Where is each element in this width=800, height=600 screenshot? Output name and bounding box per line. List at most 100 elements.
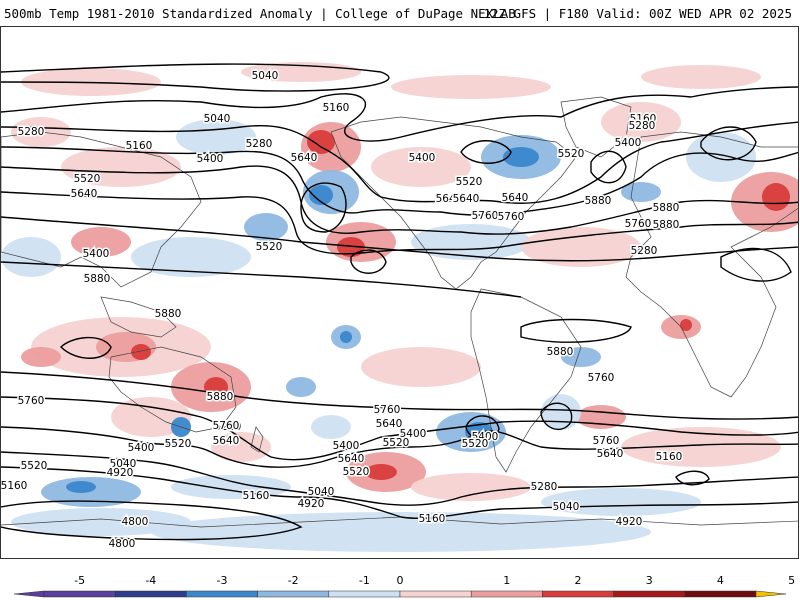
anomaly-region: [244, 213, 288, 241]
contour-label: 5160: [656, 451, 683, 463]
colorbar-tick-label: 3: [646, 574, 653, 587]
contour-label: 5760: [472, 210, 499, 222]
anomaly-region: [680, 319, 692, 331]
colorbar-tick-label: 0: [397, 574, 404, 587]
map-panel: 5040 5160 5040 5280 5160 5400 5520 5640 5280 5640…: [0, 26, 799, 559]
anomaly-region: [309, 185, 333, 205]
anomaly-region: [561, 347, 601, 367]
anomaly-region: [61, 147, 181, 187]
contour-label: 5520: [383, 437, 410, 449]
anomaly-region: [211, 432, 271, 462]
anomaly-region: [307, 130, 335, 154]
contour-label: 5640: [213, 435, 240, 447]
contour-label: 5280: [18, 126, 45, 138]
contour-label: 5280: [629, 120, 656, 132]
anomaly-region: [286, 377, 316, 397]
anomaly-region: [391, 75, 551, 99]
contour-label: 5160: [126, 140, 153, 152]
colorbar-tick-label: 2: [575, 574, 582, 587]
contour-label: 5880: [155, 308, 182, 320]
height-contour: [520, 318, 632, 343]
height-contour: [1, 261, 522, 298]
anomaly-region: [171, 475, 291, 499]
contour-label: 5760: [18, 395, 45, 407]
contour-label: 5760: [374, 404, 401, 416]
contour-label: 5760: [593, 435, 620, 447]
colorbar-segment: [114, 590, 187, 598]
contour-label: 4800: [122, 516, 149, 528]
contour-label: 5400: [400, 428, 427, 440]
contour-label: 4800: [109, 538, 136, 550]
colorbar-tick-label: -5: [74, 574, 85, 587]
contour-label: 5520: [558, 148, 585, 160]
contour-label: 5280: [215, 421, 242, 433]
colorbar-tick-label: -4: [145, 574, 156, 587]
height-contour: [1, 396, 798, 461]
anomaly-map: 5040516050405280516054005520564052805640…: [1, 62, 798, 552]
colorbar-tick-label: -1: [359, 574, 370, 587]
colorbar-segment: [470, 590, 543, 598]
anomaly-region: [371, 147, 471, 187]
contour-label: 5280: [531, 481, 558, 493]
height-contour: [60, 336, 112, 359]
contour-label: 5640: [436, 193, 463, 205]
anomaly-region: [601, 102, 681, 142]
height-contour: [1, 500, 303, 541]
height-contour: [1, 86, 798, 142]
contour-label: 5520: [21, 460, 48, 472]
contour-label: 5040: [204, 113, 231, 125]
contour-label: 5160: [243, 490, 270, 502]
contour-label: 5760: [588, 372, 615, 384]
height-contours: [1, 63, 798, 541]
contour-label: 4920: [616, 516, 643, 528]
colorbar-tick-label: -3: [217, 574, 228, 587]
height-contour: [1, 216, 798, 262]
contour-label: 5520: [256, 241, 283, 253]
height-contour: [1, 63, 390, 92]
height-contour: [1, 165, 798, 235]
contour-label: 5520: [343, 466, 370, 478]
contour-label: 5400: [615, 137, 642, 149]
contour-label: 5760: [213, 420, 240, 432]
height-contour: [1, 146, 798, 216]
contour-label: 5160: [419, 513, 446, 525]
coastline: [560, 96, 632, 158]
coastline: [1, 131, 202, 288]
map-title: 500mb Temp 1981-2010 Standardized Anomal…: [4, 6, 516, 21]
contour-label: 5400: [333, 440, 360, 452]
contour-label: 5880: [547, 346, 574, 358]
coastline: [330, 116, 577, 290]
height-contour: [1, 121, 798, 204]
colorbar-segment: [328, 590, 401, 598]
coastline: [625, 131, 798, 398]
anomaly-region: [411, 473, 531, 501]
height-contour: [720, 247, 792, 282]
anomaly-region: [11, 508, 191, 536]
anomaly-region: [311, 415, 351, 439]
anomaly-region: [340, 331, 352, 343]
height-contour: [675, 470, 710, 486]
anomaly-region: [521, 227, 641, 267]
contour-label: 5040: [252, 70, 279, 82]
contour-label: 5040: [553, 501, 580, 513]
anomaly-region: [361, 347, 481, 387]
anomaly-region: [686, 132, 756, 182]
contour-label: 5160: [323, 102, 350, 114]
contour-label: 5880: [585, 195, 612, 207]
colorbar-segment: [257, 590, 330, 598]
colorbar-tick-label: 5: [788, 574, 795, 587]
colorbar-tick-label: 4: [717, 574, 724, 587]
contour-label: 5640: [338, 453, 365, 465]
anomaly-region: [71, 227, 131, 257]
anomaly-region: [541, 488, 701, 516]
height-contour: [300, 182, 347, 233]
anomaly-region: [621, 427, 781, 467]
contour-label: 5280: [631, 245, 658, 257]
contour-label: 5400: [128, 442, 155, 454]
contour-label: 5640: [376, 418, 403, 430]
height-contour: [465, 415, 500, 441]
height-contour: [1, 371, 798, 420]
anomaly-region: [503, 147, 539, 167]
model-valid-time: 12Z GFS | F180 Valid: 00Z WED APR 02 202…: [483, 6, 792, 21]
colorbar-segment: [43, 590, 116, 598]
